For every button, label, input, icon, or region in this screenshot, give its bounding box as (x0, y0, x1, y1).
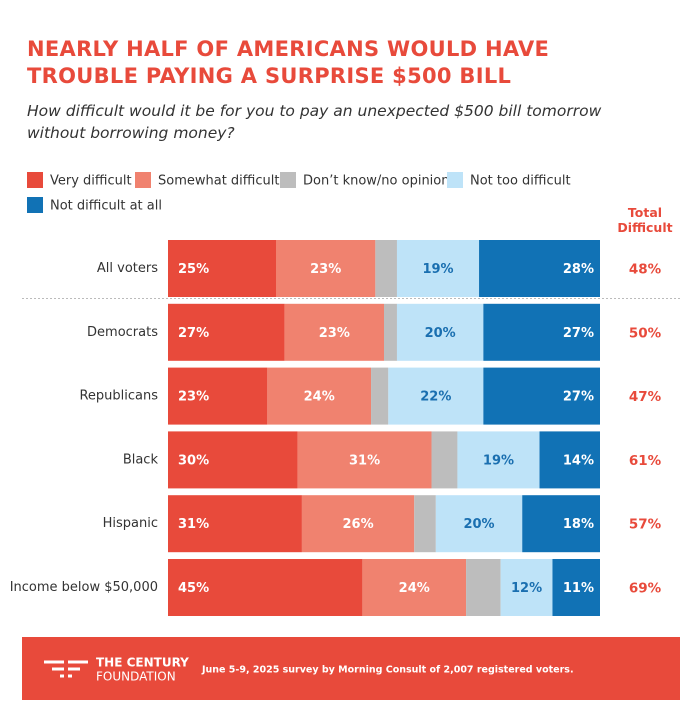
total-label: 50% (629, 325, 662, 341)
value-label: 23% (310, 262, 341, 277)
title: NEARLY HALF OF AMERICANS WOULD HAVE TROU… (27, 37, 550, 88)
category-label: Black (123, 452, 159, 467)
legend-label: Very difficult (50, 174, 132, 189)
value-label: 25% (178, 262, 209, 277)
value-label: 31% (349, 453, 380, 468)
legend-label: Not difficult at all (50, 199, 162, 214)
logo-text: FOUNDATION (96, 670, 176, 684)
bar-segment (483, 367, 600, 425)
value-label: 23% (178, 390, 209, 405)
value-label: 22% (420, 390, 451, 405)
legend-swatch (27, 197, 43, 213)
bar-segment (267, 367, 372, 425)
bar-segment (522, 495, 600, 553)
bar-segment (297, 431, 432, 489)
value-label: 19% (483, 453, 514, 468)
bar-segment (431, 431, 458, 489)
bar-segment (483, 303, 600, 361)
total-label: 61% (629, 453, 662, 469)
bar-segment (500, 559, 553, 616)
category-label: Hispanic (103, 516, 158, 531)
category-label: Income below $50,000 (10, 580, 158, 595)
bar-segment (168, 559, 363, 616)
total-label: 69% (629, 581, 662, 597)
category-label: Democrats (87, 325, 158, 340)
value-label: 24% (399, 581, 430, 596)
totals-header: Total Difficult (617, 205, 673, 235)
value-label: 18% (563, 517, 594, 532)
legend-swatch (135, 172, 151, 188)
bar-segment (362, 559, 467, 616)
bar-segment (384, 303, 397, 361)
bar-segment (479, 240, 600, 297)
value-label: 27% (563, 390, 594, 405)
total-label: 57% (629, 517, 662, 533)
value-label: 23% (319, 326, 350, 341)
bar-segment (457, 431, 540, 489)
bar-segment (375, 240, 397, 297)
legend-label: Don’t know/no opinion (303, 174, 450, 189)
bar-segment (168, 303, 285, 361)
value-label: 45% (178, 581, 209, 596)
legend-label: Somewhat difficult (158, 174, 279, 189)
bar-segment (539, 431, 600, 489)
bar-segment (276, 240, 376, 297)
value-label: 24% (304, 390, 335, 405)
value-label: 19% (422, 262, 453, 277)
legend-label: Not too difficult (470, 174, 571, 189)
bar-segment (414, 495, 436, 553)
bar-segment (388, 367, 484, 425)
logo-text: THE CENTURY (96, 656, 189, 670)
bar-segment (552, 559, 600, 616)
bar-segment (396, 303, 484, 361)
bar-segment (168, 431, 298, 489)
total-label: 47% (629, 389, 662, 405)
bar-segment (168, 367, 268, 425)
legend-swatch (447, 172, 463, 188)
value-label: 12% (511, 581, 542, 596)
value-label: 27% (178, 326, 209, 341)
source: June 5-9, 2025 survey by Morning Consult… (201, 665, 574, 676)
footer-band (22, 637, 680, 700)
category-label: Republicans (79, 389, 158, 404)
bar-segment (301, 495, 415, 553)
value-label: 27% (563, 326, 594, 341)
bar-segment (168, 240, 276, 297)
subtitle: How difficult would it be for you to pay… (27, 102, 602, 142)
bar-segment (168, 495, 302, 553)
bar-segment (284, 303, 384, 361)
bar-segment (466, 559, 501, 616)
value-label: 20% (425, 326, 456, 341)
value-label: 30% (178, 453, 209, 468)
total-label: 48% (629, 262, 662, 278)
category-label: All voters (97, 261, 158, 276)
legend-swatch (27, 172, 43, 188)
value-label: 11% (563, 581, 594, 596)
bar-segment (396, 240, 480, 297)
legend-swatch (280, 172, 296, 188)
bar-segment (371, 367, 389, 425)
bar-segment (435, 495, 523, 553)
value-label: 28% (563, 262, 594, 277)
value-label: 20% (463, 517, 494, 532)
value-label: 31% (178, 517, 209, 532)
logo-icon (44, 660, 88, 678)
value-label: 26% (343, 517, 374, 532)
value-label: 14% (563, 453, 594, 468)
